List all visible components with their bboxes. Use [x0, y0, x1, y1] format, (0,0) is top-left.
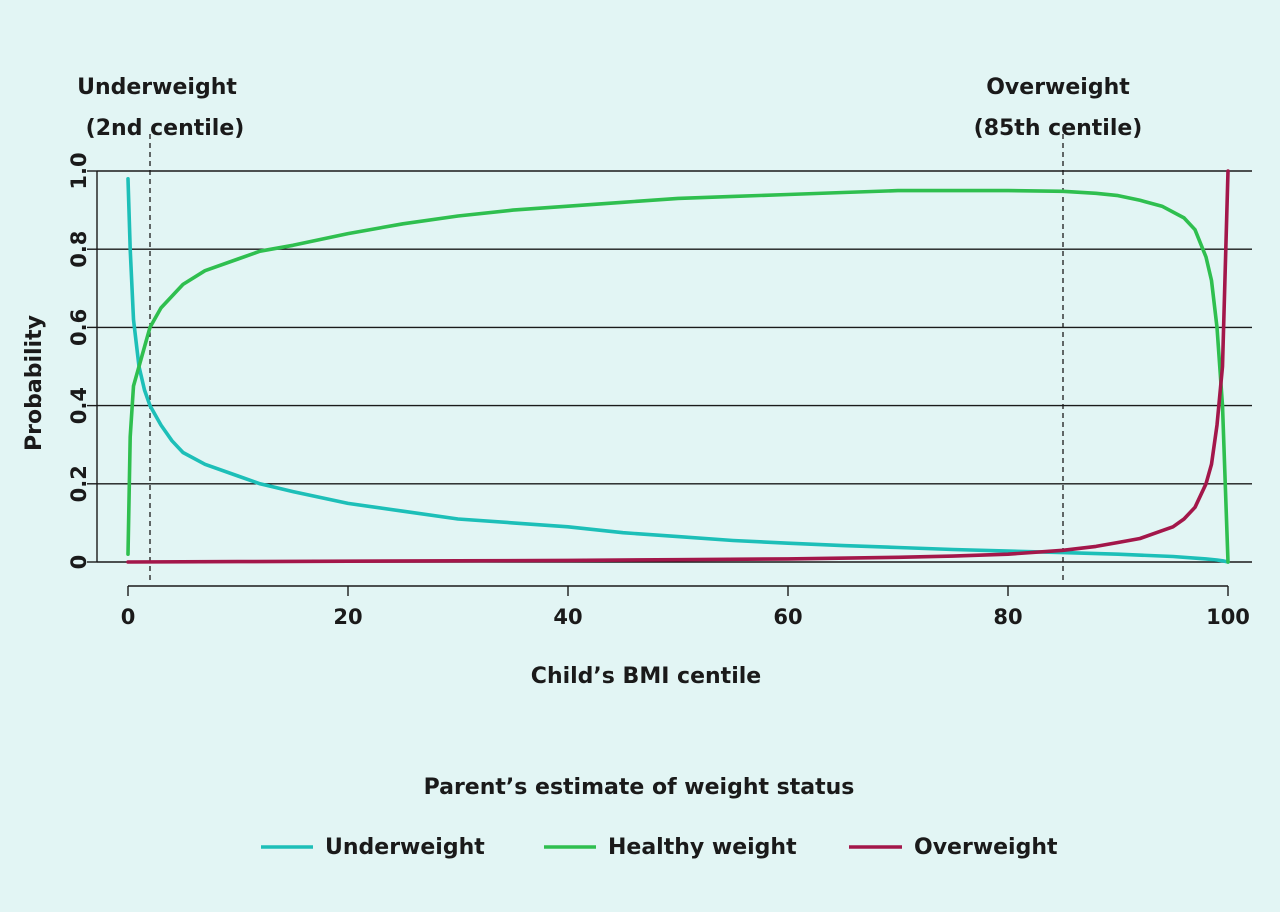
- reference-labels: Underweight (2nd centile) Overweight (85th …: [77, 75, 1142, 141]
- y-tick-label-3: 0.6: [67, 309, 91, 346]
- legend-title: Parent’s estimate of weight status: [424, 775, 855, 800]
- series-lines: [126, 169, 1230, 564]
- series-line-healthy-weight: [126, 188, 1230, 564]
- series-line-underweight: [126, 177, 1230, 564]
- gridlines: [97, 170, 1252, 563]
- legend-label-1: Healthy weight: [608, 835, 797, 860]
- axes: [96, 171, 1228, 587]
- x-tick-label-3: 60: [773, 605, 802, 629]
- x-tick-label-4: 80: [993, 605, 1022, 629]
- reference-label-0-line2: (2nd centile): [86, 116, 245, 141]
- legend: Underweight Healthy weight Overweight: [261, 835, 1058, 860]
- legend-label-0: Underweight: [325, 835, 485, 860]
- y-axis-label: Probability: [22, 315, 47, 451]
- series-line-overweight: [126, 169, 1230, 564]
- y-tick-label-5: 1.0: [67, 152, 91, 189]
- y-axis-ticks: 0 0.2 0.4 0.6 0.8 1.0: [67, 152, 97, 569]
- x-axis-ticks: 0 20 40 60 80 100: [121, 586, 1250, 629]
- legend-label-2: Overweight: [914, 835, 1058, 860]
- reference-label-1-line2: (85th centile): [974, 116, 1143, 141]
- y-tick-label-2: 0.4: [67, 387, 91, 424]
- y-tick-label-0: 0: [67, 555, 91, 570]
- reference-label-1-line1: Overweight: [986, 75, 1130, 100]
- x-tick-label-2: 40: [553, 605, 582, 629]
- x-axis-label: Child’s BMI centile: [531, 664, 761, 689]
- reference-lines: [149, 134, 1064, 584]
- x-tick-label-5: 100: [1206, 605, 1250, 629]
- reference-label-0-line1: Underweight: [77, 75, 237, 100]
- y-tick-label-1: 0.2: [67, 465, 91, 502]
- x-tick-label-0: 0: [121, 605, 136, 629]
- y-tick-label-4: 0.8: [67, 231, 91, 268]
- x-tick-label-1: 20: [333, 605, 362, 629]
